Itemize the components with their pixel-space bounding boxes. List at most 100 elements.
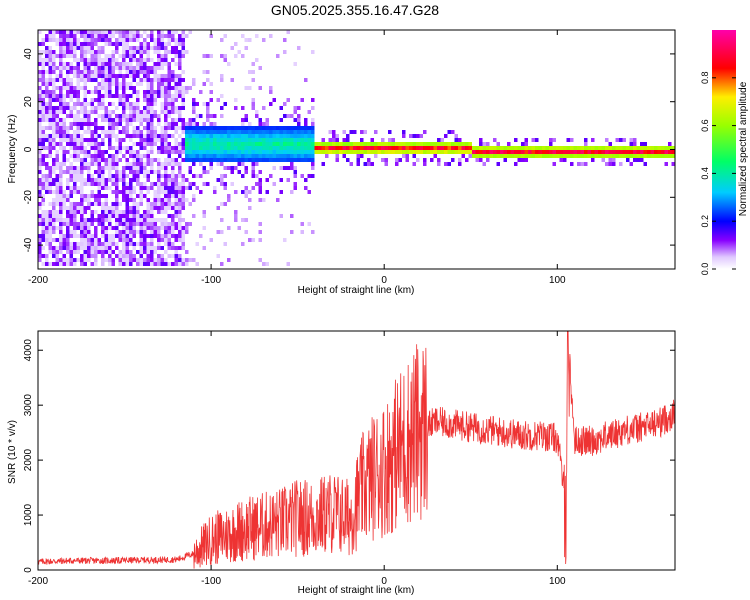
heatmap-cell	[94, 150, 98, 154]
heatmap-cell	[41, 134, 45, 138]
heatmap-cell	[251, 146, 255, 150]
heatmap-cell	[48, 118, 52, 122]
heatmap-cell	[178, 50, 182, 54]
heatmap-cell	[52, 190, 56, 194]
heatmap-cell	[90, 138, 94, 142]
colorbar-tick-label: 0.4	[700, 167, 710, 180]
heatmap-cell	[66, 38, 70, 42]
heatmap-cell	[220, 114, 224, 118]
heatmap-cell	[108, 154, 112, 158]
heatmap-cell	[192, 106, 196, 110]
heatmap-cell	[143, 74, 147, 78]
heatmap-cell	[157, 254, 161, 258]
heatmap-cell	[192, 182, 196, 186]
heatmap-cell	[90, 90, 94, 94]
heatmap-cell	[563, 158, 567, 162]
heatmap-cell	[293, 130, 297, 134]
heatmap-cell	[178, 190, 182, 194]
heatmap-cell	[276, 146, 280, 150]
heatmap-cell	[654, 154, 658, 158]
heatmap-cell	[181, 102, 185, 106]
heatmap-cell	[111, 62, 115, 66]
heatmap-cell	[101, 74, 105, 78]
heatmap-cell	[181, 34, 185, 38]
heatmap-cell	[118, 250, 122, 254]
heatmap-cell	[157, 150, 161, 154]
heatmap-cell	[150, 146, 154, 150]
heatmap-cell	[66, 230, 70, 234]
heatmap-cell	[108, 34, 112, 38]
heatmap-cell	[101, 250, 105, 254]
heatmap-cell	[66, 114, 70, 118]
heatmap-cell	[52, 54, 56, 58]
heatmap-cell	[619, 162, 623, 166]
heatmap-cell	[227, 142, 231, 146]
heatmap-cell	[265, 126, 269, 130]
heatmap-cell	[188, 222, 192, 226]
heatmap-cell	[48, 142, 52, 146]
heatmap-cell	[206, 182, 210, 186]
heatmap-cell	[234, 98, 238, 102]
heatmap-cell	[234, 218, 238, 222]
heatmap-cell	[122, 42, 126, 46]
heatmap-cell	[174, 250, 178, 254]
heatmap-cell	[220, 138, 224, 142]
heatmap-cell	[150, 46, 154, 50]
heatmap-cell	[90, 254, 94, 258]
heatmap-cell	[272, 130, 276, 134]
heatmap-cell	[153, 126, 157, 130]
heatmap-cell	[297, 46, 301, 50]
heatmap-cell	[531, 146, 535, 150]
heatmap-cell	[48, 58, 52, 62]
heatmap-cell	[111, 66, 115, 70]
heatmap-cell	[129, 38, 133, 42]
heatmap-cell	[199, 126, 203, 130]
heatmap-cell	[171, 70, 175, 74]
heatmap-cell	[395, 142, 399, 146]
heatmap-cell	[101, 226, 105, 230]
heatmap-cell	[132, 106, 136, 110]
heatmap-cell	[171, 202, 175, 206]
heatmap-cell	[41, 226, 45, 230]
heatmap-cell	[125, 30, 129, 34]
colorbar-tick-label: 0.6	[700, 119, 710, 132]
heatmap-cell	[185, 86, 189, 90]
heatmap-cell	[640, 142, 644, 146]
heatmap-cell	[101, 230, 105, 234]
heatmap-cell	[136, 90, 140, 94]
heatmap-cell	[55, 122, 59, 126]
heatmap-cell	[104, 110, 108, 114]
heatmap-cell	[160, 46, 164, 50]
heatmap-cell	[38, 154, 42, 158]
heatmap-cell	[55, 130, 59, 134]
heatmap-cell	[80, 170, 84, 174]
heatmap-cell	[48, 110, 52, 114]
heatmap-cell	[300, 126, 304, 130]
heatmap-cell	[122, 258, 126, 262]
heatmap-cell	[454, 138, 458, 142]
heatmap-cell	[115, 46, 119, 50]
heatmap-cell	[55, 78, 59, 82]
heatmap-cell	[73, 242, 77, 246]
heatmap-cell	[41, 198, 45, 202]
heatmap-cell	[220, 150, 224, 154]
heatmap-cell	[304, 158, 308, 162]
heatmap-cell	[157, 42, 161, 46]
heatmap-cell	[108, 158, 112, 162]
heatmap-cell	[160, 42, 164, 46]
heatmap-cell	[153, 134, 157, 138]
heatmap-cell	[83, 110, 87, 114]
heatmap-cell	[48, 38, 52, 42]
heatmap-cell	[125, 166, 129, 170]
heatmap-cell	[160, 94, 164, 98]
heatmap-cell	[437, 142, 441, 146]
heatmap-cell	[531, 138, 535, 142]
heatmap-cell	[157, 226, 161, 230]
heatmap-cell	[52, 222, 56, 226]
heatmap-cell	[59, 106, 63, 110]
heatmap-cell	[314, 146, 318, 150]
heatmap-cell	[157, 62, 161, 66]
heatmap-cell	[111, 154, 115, 158]
heatmap-cell	[164, 198, 168, 202]
heatmap-cell	[248, 158, 252, 162]
